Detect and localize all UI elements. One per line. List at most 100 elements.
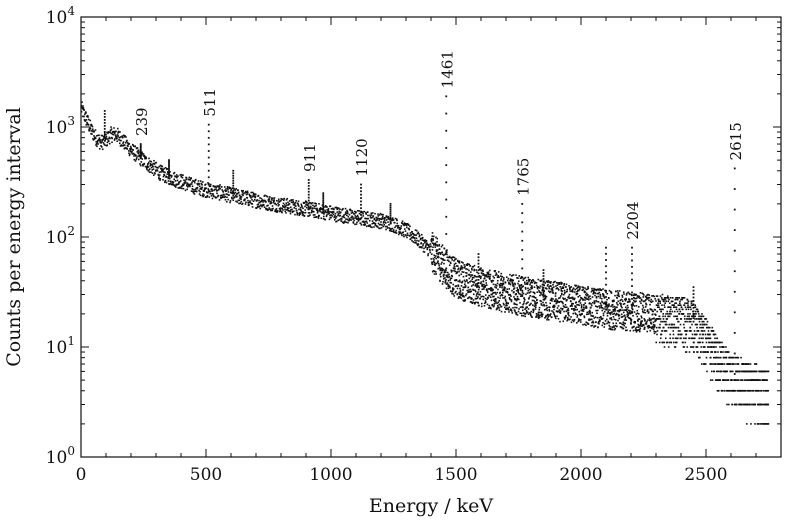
data-point — [687, 313, 689, 315]
data-point — [742, 363, 745, 365]
data-point — [504, 295, 507, 298]
data-point — [640, 321, 643, 323]
data-point — [606, 307, 609, 309]
data-point — [331, 215, 334, 217]
data-point — [444, 271, 447, 274]
data-point — [576, 314, 579, 316]
data-point — [714, 341, 717, 344]
data-point — [496, 279, 499, 282]
data-point — [492, 292, 495, 294]
peak-point — [521, 212, 524, 215]
data-point — [279, 200, 281, 203]
data-point — [226, 186, 229, 188]
data-point — [464, 285, 467, 287]
data-point — [229, 187, 232, 189]
data-point — [260, 204, 262, 206]
data-point — [421, 236, 424, 239]
data-point — [479, 297, 482, 300]
data-point — [454, 285, 457, 288]
data-point — [749, 363, 752, 365]
data-point — [663, 341, 666, 344]
data-point — [290, 199, 293, 202]
data-point — [630, 311, 633, 314]
data-point — [585, 321, 588, 324]
data-point — [420, 233, 423, 236]
data-point — [439, 253, 442, 256]
data-point — [285, 199, 288, 201]
data-point — [378, 214, 381, 216]
data-point — [190, 190, 193, 192]
data-point — [295, 200, 298, 202]
data-point — [298, 208, 300, 211]
peak-point — [322, 194, 325, 196]
data-point — [109, 137, 111, 140]
data-point — [470, 267, 473, 270]
data-point — [281, 204, 284, 207]
data-point — [295, 207, 297, 210]
data-point — [712, 346, 715, 348]
data-point — [511, 274, 514, 277]
data-point — [291, 208, 293, 211]
data-point — [665, 300, 668, 303]
data-point — [719, 346, 721, 348]
data-point — [629, 300, 631, 303]
data-point — [396, 219, 398, 222]
data-point — [432, 239, 434, 242]
peak-point — [542, 272, 545, 274]
peak-point — [733, 188, 736, 190]
data-point — [660, 308, 663, 311]
data-point — [82, 107, 85, 109]
data-point — [548, 287, 551, 290]
data-point — [681, 308, 684, 311]
data-point — [140, 154, 143, 157]
data-point — [339, 211, 342, 214]
data-point — [579, 287, 581, 290]
data-point — [660, 297, 663, 299]
data-point — [607, 312, 609, 314]
data-point — [147, 170, 150, 172]
data-point — [81, 107, 84, 109]
data-point — [502, 302, 505, 305]
data-point — [435, 273, 438, 275]
data-point — [292, 210, 295, 213]
peak-point — [207, 156, 210, 159]
data-point — [587, 297, 590, 299]
data-point — [558, 301, 561, 303]
data-point — [555, 281, 558, 284]
data-point — [747, 379, 750, 381]
data-point — [204, 188, 207, 190]
data-point — [177, 182, 180, 185]
data-point — [582, 310, 585, 312]
data-point — [482, 288, 485, 290]
data-point — [641, 308, 644, 311]
data-point — [550, 281, 552, 283]
data-point — [453, 260, 455, 262]
data-point — [251, 199, 253, 201]
data-point — [597, 295, 600, 298]
data-point — [201, 186, 204, 189]
data-point — [436, 240, 438, 243]
data-point — [447, 279, 450, 282]
data-point — [600, 306, 602, 308]
data-point — [644, 319, 646, 321]
data-point — [111, 137, 114, 140]
data-point — [523, 298, 526, 301]
data-point — [481, 284, 484, 286]
data-point — [418, 234, 421, 237]
data-point — [365, 220, 368, 223]
data-point — [420, 242, 423, 244]
data-point — [328, 212, 331, 215]
data-point — [220, 196, 223, 199]
data-point — [706, 337, 708, 340]
data-point — [345, 214, 348, 217]
data-point — [350, 219, 353, 221]
data-point — [590, 290, 593, 293]
peak-point — [307, 199, 310, 202]
data-point — [598, 322, 600, 325]
data-point — [612, 313, 614, 315]
data-point — [277, 200, 280, 202]
data-point — [607, 297, 610, 300]
data-point — [695, 323, 697, 326]
data-point — [719, 356, 722, 359]
peak-point — [605, 289, 607, 292]
